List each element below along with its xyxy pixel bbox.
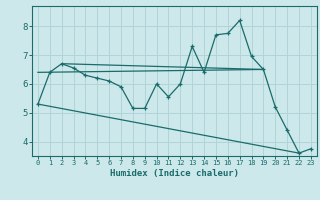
X-axis label: Humidex (Indice chaleur): Humidex (Indice chaleur) — [110, 169, 239, 178]
